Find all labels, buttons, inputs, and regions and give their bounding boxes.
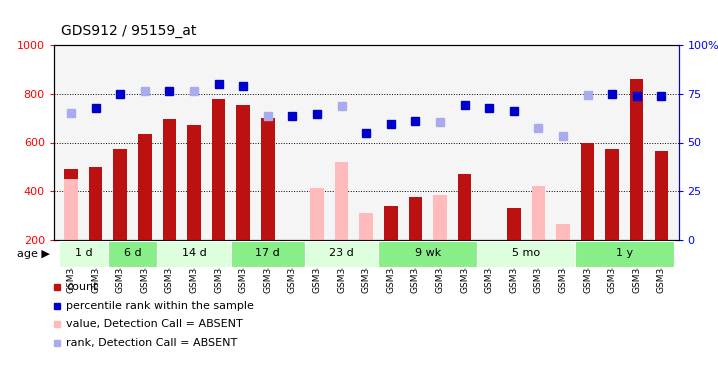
Text: 17 d: 17 d	[256, 249, 280, 258]
Bar	[630, 79, 643, 240]
Bar	[507, 209, 521, 240]
Bar	[575, 242, 673, 267]
Text: count: count	[66, 282, 98, 292]
Bar	[236, 105, 250, 240]
Bar	[187, 125, 201, 240]
Text: 14 d: 14 d	[182, 249, 206, 258]
Bar	[231, 242, 304, 267]
Bar	[157, 242, 231, 267]
Bar	[531, 186, 545, 240]
Bar	[581, 142, 595, 240]
Bar	[108, 242, 157, 267]
Text: 6 d: 6 d	[123, 249, 141, 258]
Bar	[556, 224, 569, 240]
Text: 23 d: 23 d	[330, 249, 354, 258]
Bar	[458, 174, 471, 240]
Text: 5 mo: 5 mo	[512, 249, 540, 258]
Bar	[360, 213, 373, 240]
Bar	[212, 99, 225, 240]
Bar	[310, 188, 324, 240]
Bar	[378, 242, 477, 267]
Bar	[384, 206, 398, 240]
Text: 1 y: 1 y	[616, 249, 633, 258]
Text: GDS912 / 95159_at: GDS912 / 95159_at	[61, 24, 197, 38]
Bar	[89, 167, 103, 240]
Bar	[163, 119, 176, 240]
Text: 9 wk: 9 wk	[414, 249, 441, 258]
Bar	[433, 195, 447, 240]
Text: value, Detection Call = ABSENT: value, Detection Call = ABSENT	[66, 320, 243, 329]
Bar	[65, 179, 78, 240]
Bar	[605, 148, 619, 240]
Bar	[477, 242, 575, 267]
Text: rank, Detection Call = ABSENT: rank, Detection Call = ABSENT	[66, 338, 238, 348]
Text: 1 d: 1 d	[75, 249, 92, 258]
Bar	[59, 242, 108, 267]
Bar	[304, 242, 378, 267]
Bar	[261, 118, 274, 240]
Text: percentile rank within the sample: percentile rank within the sample	[66, 301, 254, 310]
Bar	[113, 148, 127, 240]
Bar	[138, 134, 151, 240]
Bar	[409, 197, 422, 240]
Text: age ▶: age ▶	[17, 249, 50, 259]
Bar	[655, 151, 668, 240]
Bar	[65, 170, 78, 240]
Bar	[335, 162, 348, 240]
